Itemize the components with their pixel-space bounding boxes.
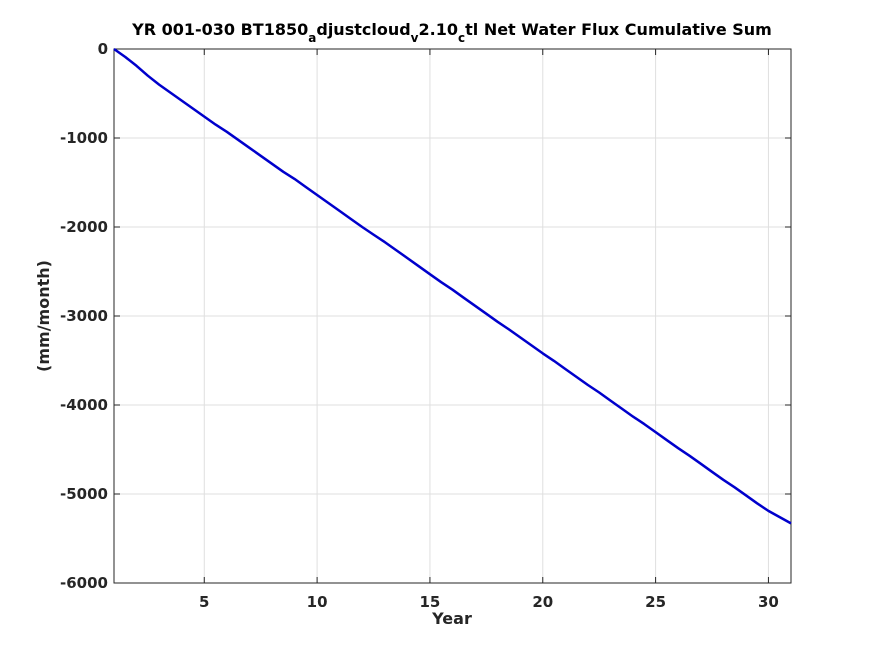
y-tick-label: -3000 (60, 307, 108, 325)
series-line (113, 47, 792, 525)
title-part: c (458, 31, 465, 45)
title-part: v (411, 31, 419, 45)
y-tick-label: -5000 (60, 485, 108, 503)
x-tick-label: 30 (758, 593, 779, 611)
y-tick-label: -1000 (60, 129, 108, 147)
grid (114, 48, 791, 584)
x-axis-label: Year (431, 609, 472, 628)
x-tick-label: 25 (645, 593, 666, 611)
y-tick-label: -6000 (60, 574, 108, 592)
y-tick-label: 0 (98, 40, 108, 58)
chart-title: YR 001-030 BT1850adjustcloudv2.10ctl Net… (131, 20, 772, 45)
title-part: 2.10 (419, 20, 458, 39)
x-tick-label: 20 (532, 593, 553, 611)
title-part: djustcloud (316, 20, 410, 39)
ticks (114, 48, 791, 584)
x-tick-labels: 5 10 15 20 25 30 (199, 593, 779, 611)
y-tick-label: -2000 (60, 218, 108, 236)
title-part: a (308, 31, 316, 45)
title-part: tl Net Water Flux Cumulative Sum (465, 20, 772, 39)
x-tick-label: 15 (419, 593, 440, 611)
y-axis-label: (mm/month) (34, 260, 53, 372)
x-tick-label: 10 (307, 593, 328, 611)
x-tick-label: 5 (199, 593, 209, 611)
title-part: YR 001-030 BT1850 (131, 20, 308, 39)
y-tick-labels: 0 -1000 -2000 -3000 -4000 -5000 -6000 (60, 40, 108, 592)
y-tick-label: -4000 (60, 396, 108, 414)
